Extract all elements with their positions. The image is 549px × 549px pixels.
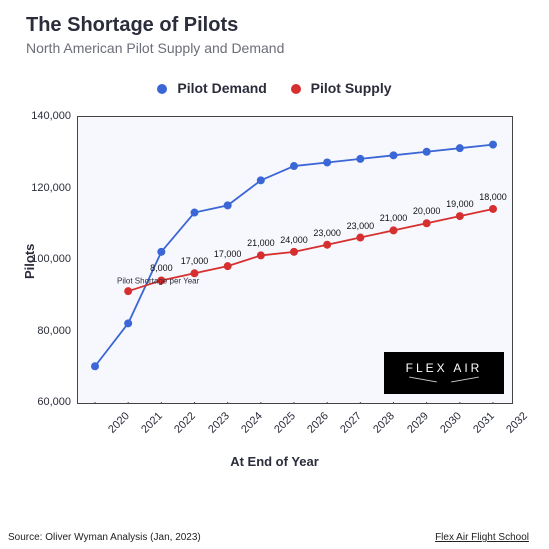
shortage-note: Pilot Shortage per Year xyxy=(117,277,199,286)
shortage-value-label: 8,000 xyxy=(150,263,173,273)
x-tick-label: 2022 xyxy=(172,410,198,436)
y-tick-label: 140,000 xyxy=(23,110,71,122)
x-tick-label: 2025 xyxy=(272,410,298,436)
logo-text: FLEX AIR xyxy=(406,361,483,375)
footer-link[interactable]: Flex Air Flight School xyxy=(435,532,529,543)
x-tick-label: 2023 xyxy=(206,410,232,436)
shortage-value-label: 23,000 xyxy=(313,228,341,238)
shortage-value-label: 19,000 xyxy=(446,199,474,209)
y-tick-label: 60,000 xyxy=(23,396,71,408)
x-tick-label: 2026 xyxy=(305,410,331,436)
legend-marker-demand xyxy=(157,84,167,94)
chart-title: The Shortage of Pilots xyxy=(26,14,238,37)
x-tick-label: 2024 xyxy=(239,410,265,436)
legend-marker-supply xyxy=(291,84,301,94)
x-tick-label: 2029 xyxy=(405,410,431,436)
x-tick-label: 2032 xyxy=(504,410,530,436)
logo-wing-icon xyxy=(409,375,479,385)
shortage-value-label: 18,000 xyxy=(479,192,507,202)
y-tick-label: 100,000 xyxy=(23,253,71,265)
x-tick-label: 2028 xyxy=(371,410,397,436)
x-tick-label: 2021 xyxy=(139,410,165,436)
shortage-value-label: 20,000 xyxy=(413,206,441,216)
y-tick-label: 120,000 xyxy=(23,182,71,194)
x-tick-label: 2020 xyxy=(106,410,132,436)
legend-item-demand: Pilot Demand xyxy=(157,80,266,96)
legend-label-supply: Pilot Supply xyxy=(311,80,392,96)
shortage-value-label: 24,000 xyxy=(280,235,308,245)
shortage-value-label: 23,000 xyxy=(347,221,375,231)
legend-label-demand: Pilot Demand xyxy=(177,80,266,96)
legend: Pilot Demand Pilot Supply xyxy=(0,80,549,96)
flexair-logo: FLEX AIR xyxy=(384,352,504,394)
chart-subtitle: North American Pilot Supply and Demand xyxy=(26,40,284,56)
shortage-value-label: 17,000 xyxy=(181,256,209,266)
legend-item-supply: Pilot Supply xyxy=(291,80,392,96)
footer-source: Source: Oliver Wyman Analysis (Jan, 2023… xyxy=(8,532,201,543)
x-axis-label: At End of Year xyxy=(0,454,549,469)
page: The Shortage of Pilots North American Pi… xyxy=(0,0,549,549)
x-tick-label: 2030 xyxy=(438,410,464,436)
shortage-value-label: 21,000 xyxy=(380,213,408,223)
y-tick-label: 80,000 xyxy=(23,325,71,337)
x-tick-label: 2027 xyxy=(338,410,364,436)
x-tick-label: 2031 xyxy=(471,410,497,436)
shortage-value-label: 17,000 xyxy=(214,249,242,259)
shortage-value-label: 21,000 xyxy=(247,238,275,248)
